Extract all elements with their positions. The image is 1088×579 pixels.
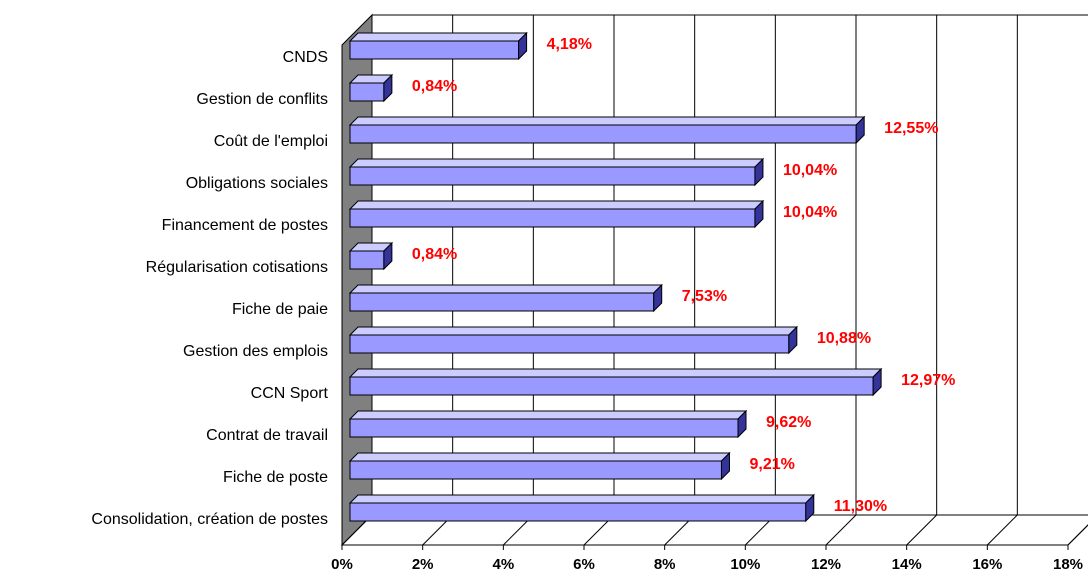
value-label: 4,18% bbox=[547, 36, 592, 53]
value-label: 9,62% bbox=[766, 414, 811, 431]
y-tick-label: Fiche de poste bbox=[223, 469, 328, 486]
bar bbox=[349, 250, 385, 270]
bar-side bbox=[653, 283, 663, 313]
bar-top bbox=[348, 200, 765, 210]
y-tick-label: Coût de l'emploi bbox=[214, 133, 328, 150]
x-tick-label: 16% bbox=[972, 556, 1002, 573]
bar-top bbox=[348, 452, 731, 462]
y-tick-label: Gestion des emplois bbox=[183, 343, 328, 360]
bar-side bbox=[788, 325, 798, 355]
bar-top bbox=[348, 284, 663, 294]
y-tick-label: CNDS bbox=[283, 49, 328, 66]
x-tick-label: 6% bbox=[573, 556, 595, 573]
bar-side bbox=[805, 493, 815, 523]
x-tick-label: 10% bbox=[730, 556, 760, 573]
floor-line bbox=[825, 514, 857, 546]
bar bbox=[349, 292, 655, 312]
bar-side bbox=[737, 409, 747, 439]
value-label: 10,04% bbox=[783, 204, 837, 221]
bar-top bbox=[348, 368, 883, 378]
bar bbox=[349, 460, 722, 480]
bar-side bbox=[383, 73, 393, 103]
y-tick-label: Contrat de travail bbox=[206, 427, 328, 444]
value-label: 7,53% bbox=[682, 288, 727, 305]
bar-side bbox=[754, 157, 764, 187]
value-label: 11,30% bbox=[834, 498, 887, 515]
y-tick-label: Obligations sociales bbox=[186, 175, 328, 192]
x-tick-label: 12% bbox=[811, 556, 841, 573]
back-wall bbox=[371, 14, 1088, 516]
bar bbox=[349, 376, 874, 396]
bar bbox=[349, 82, 385, 102]
floor-line bbox=[906, 514, 938, 546]
bar bbox=[349, 334, 790, 354]
x-tick-label: 8% bbox=[654, 556, 676, 573]
bar-top bbox=[348, 32, 528, 42]
value-label: 12,55% bbox=[884, 120, 938, 137]
value-label: 10,04% bbox=[783, 162, 837, 179]
value-label: 9,21% bbox=[749, 456, 794, 473]
y-tick-label: Financement de postes bbox=[162, 217, 328, 234]
value-label: 0,84% bbox=[412, 78, 457, 95]
bar bbox=[349, 502, 807, 522]
value-label: 12,97% bbox=[901, 372, 955, 389]
bar-side bbox=[872, 367, 882, 397]
bar-top bbox=[348, 326, 799, 336]
x-tick-label: 18% bbox=[1053, 556, 1083, 573]
bar-top bbox=[348, 494, 815, 504]
bar-side bbox=[754, 199, 764, 229]
y-tick-label: CCN Sport bbox=[251, 385, 329, 402]
bar-side bbox=[855, 115, 865, 145]
floor-line bbox=[1067, 524, 1088, 546]
bar-side bbox=[383, 241, 393, 271]
value-label: 10,88% bbox=[817, 330, 871, 347]
x-tick-label: 4% bbox=[492, 556, 514, 573]
floor-line bbox=[986, 514, 1018, 546]
bar bbox=[349, 124, 857, 144]
bar-top bbox=[348, 410, 748, 420]
y-tick-label: Fiche de paie bbox=[232, 301, 328, 318]
bar-top bbox=[348, 116, 866, 126]
y-tick-label: Régularisation cotisations bbox=[146, 259, 328, 276]
y-tick-label: Gestion de conflits bbox=[196, 91, 328, 108]
bar bbox=[349, 166, 756, 186]
bar bbox=[349, 208, 756, 228]
bar-top bbox=[348, 158, 765, 168]
x-tick-label: 0% bbox=[331, 556, 353, 573]
x-tick-label: 14% bbox=[892, 556, 922, 573]
bar-side bbox=[518, 31, 528, 61]
x-tick-label: 2% bbox=[412, 556, 434, 573]
value-label: 0,84% bbox=[412, 246, 457, 263]
bar-side bbox=[720, 451, 730, 481]
bar bbox=[349, 418, 739, 438]
y-tick-label: Consolidation, création de postes bbox=[91, 511, 328, 528]
bar bbox=[349, 40, 520, 60]
